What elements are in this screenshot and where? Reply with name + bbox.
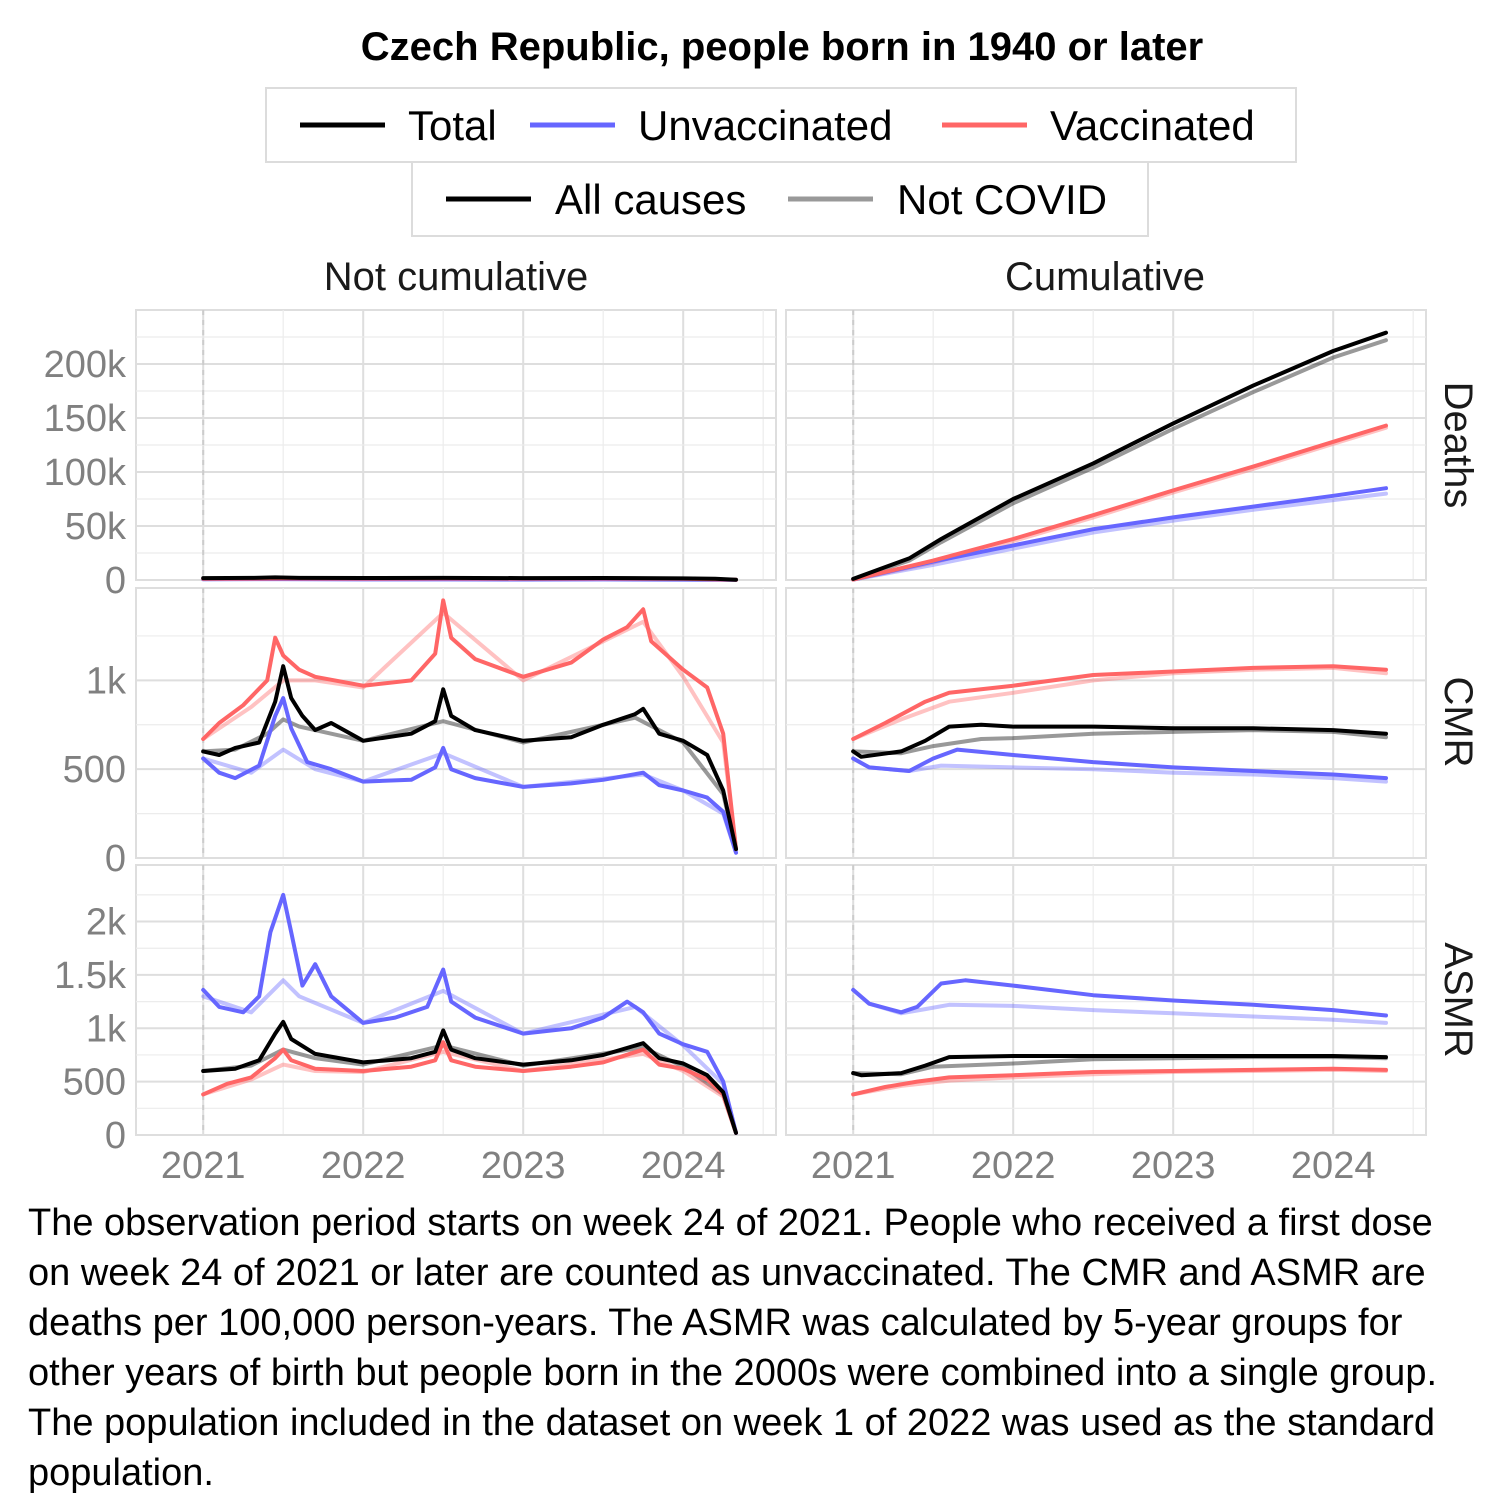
legend-label-all-causes: All causes [555,176,746,223]
series-line-vacc-all [201,1040,738,1135]
x-tick-label: 2023 [481,1145,566,1187]
series-line-unvac-notcovid [201,978,738,1135]
x-tick-label: 2024 [641,1145,726,1187]
row-label-deaths: Deaths [1436,382,1480,509]
x-tick-label: 2024 [1291,1145,1376,1187]
series-line-vacc-all [851,423,1388,582]
y-tick-label: 0 [105,560,126,602]
panel-cmr-not-cumulative: 0 500 1k [63,587,777,880]
column-header-not-cumulative: Not cumulative [324,255,589,299]
legend-label-vaccinated: Vaccinated [1050,102,1255,149]
y-tick-label: 0 [105,1115,126,1157]
panel-cmr-cumulative [785,587,1427,859]
row-label-cmr: CMR [1436,676,1480,767]
x-tick-label: 2021 [811,1145,896,1187]
series-line-total-all [201,575,738,582]
y-tick-label: 1k [86,1008,127,1050]
y-tick-label: 500 [63,1062,126,1104]
legend-label-not-covid: Not COVID [897,176,1107,223]
series-line-total-notcovid [851,338,1388,582]
series-line-total-all [851,1054,1388,1078]
legend-alpha-frame [411,161,1149,237]
column-header-cumulative: Cumulative [1005,255,1205,299]
x-tick-label: 2021 [161,1145,246,1187]
y-tick-label: 0 [105,838,126,880]
series-line-unvac-all [201,696,738,855]
panel-frame [135,864,777,1136]
legend-alpha: All causes Not COVID [411,161,1149,237]
series-line-unvac-all [851,747,1388,781]
y-tick-label: 1.5k [54,955,127,997]
row-label-asmr: ASMR [1436,942,1480,1058]
series-line-total-all [201,1019,738,1135]
series-line-vacc-notcovid [201,1049,738,1135]
y-tick-label: 50k [65,506,127,548]
x-tick-label: 2023 [1131,1145,1216,1187]
x-tick-label: 2022 [321,1145,406,1187]
panel-frame [785,864,1427,1136]
panel-asmr-not-cumulative: 0 500 1k 1.5k 2k 2021 2022 2023 2024 [54,864,777,1187]
legend-color: Total Unvaccinated Vaccinated [265,87,1297,163]
y-tick-label: 1k [86,660,127,702]
y-tick-label: 200k [44,344,127,386]
panel-deaths-not-cumulative: 0 50k 100k 150k 200k [44,309,777,602]
legend-color-frame [265,87,1297,163]
series-line-unvac-notcovid [851,491,1388,582]
y-tick-label: 150k [44,398,127,440]
series-line-vacc-all [201,598,738,852]
series-line-total-all [851,722,1388,759]
y-tick-label: 500 [63,749,126,791]
y-tick-label: 2k [86,902,127,944]
y-tick-label: 100k [44,452,127,494]
chart-title: Czech Republic, people born in 1940 or l… [361,25,1203,69]
legend-label-total: Total [408,102,497,149]
chart-caption: The observation period starts on week 24… [28,1202,1438,1494]
series-line-unvac-all [201,892,738,1135]
legend-label-unvaccinated: Unvaccinated [638,102,892,149]
panel-deaths-cumulative [785,309,1427,582]
x-tick-label: 2022 [971,1145,1056,1187]
panel-asmr-cumulative: 2021 2022 2023 2024 [785,864,1427,1187]
series-line-total-all [851,330,1388,581]
series-line-unvac-all [851,978,1388,1018]
series-line-total-all [201,664,738,852]
series-line-vacc-all [851,1066,1388,1097]
series-line-vacc-all [851,664,1388,741]
